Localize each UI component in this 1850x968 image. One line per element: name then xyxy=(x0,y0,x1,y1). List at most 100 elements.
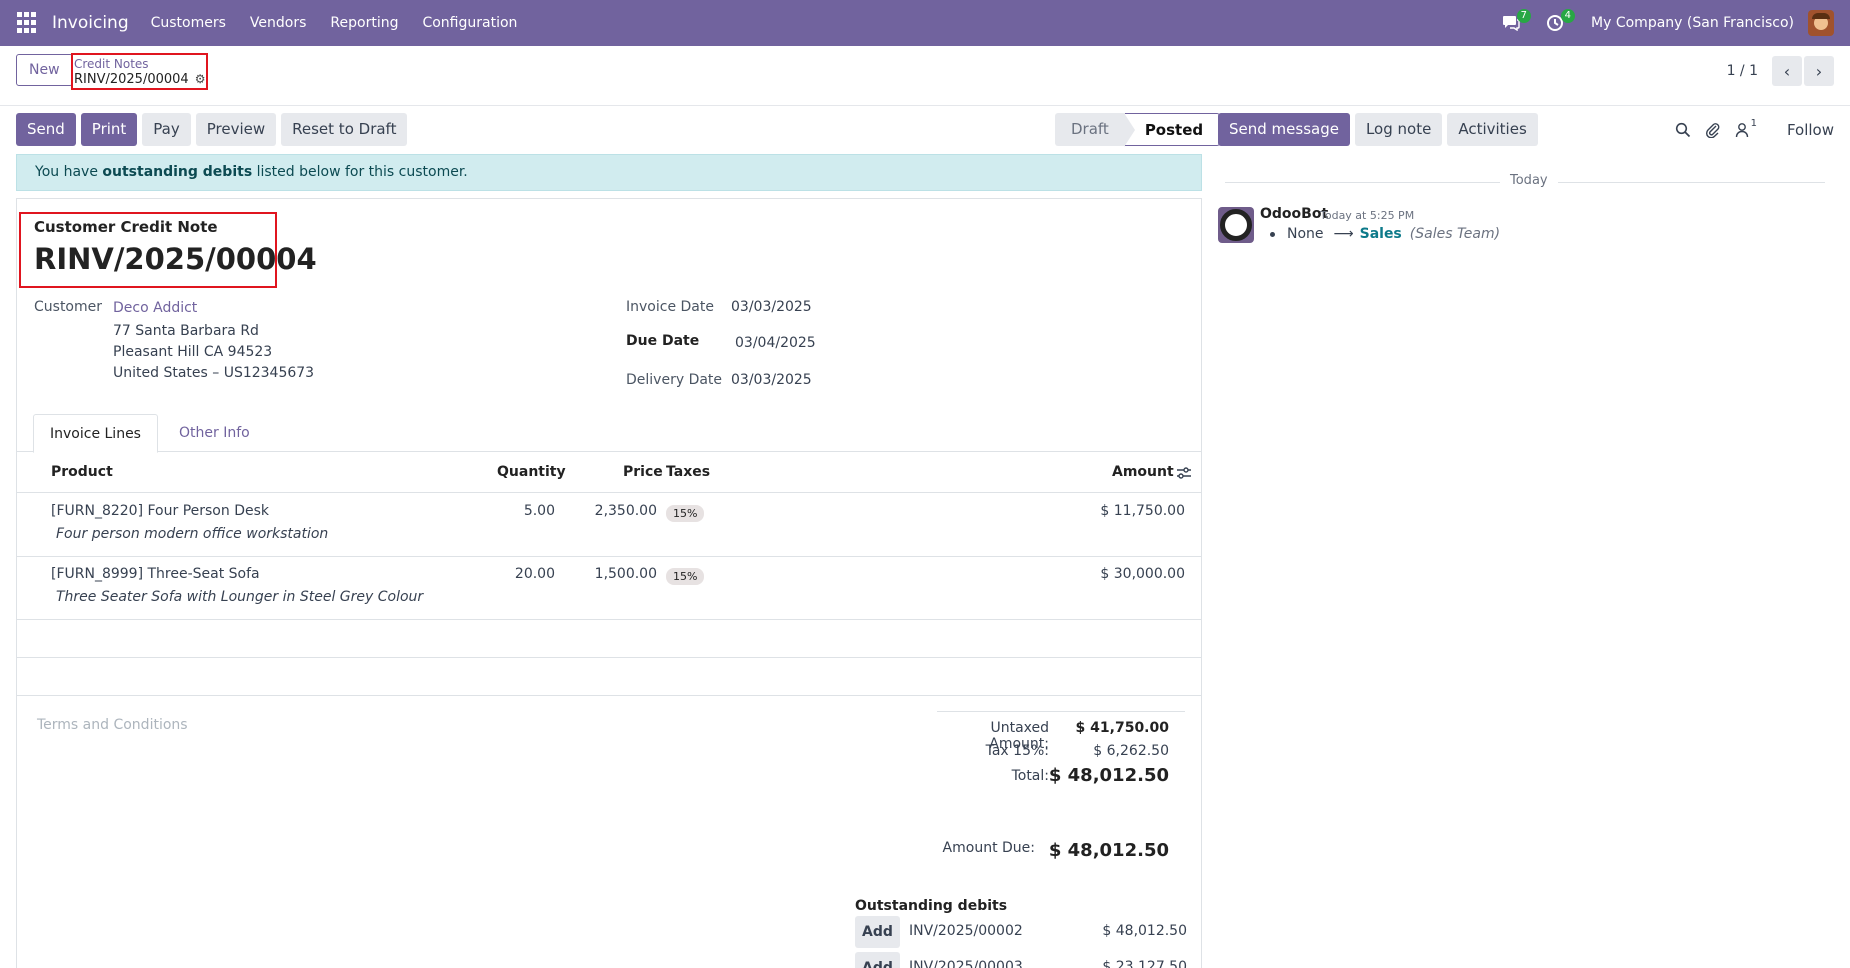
add-outstanding-button[interactable]: Add xyxy=(855,952,900,968)
activities-button[interactable]: Activities xyxy=(1447,113,1538,146)
add-outstanding-button[interactable]: Add xyxy=(855,916,900,948)
due-date-field[interactable]: 03/04/2025 xyxy=(735,335,816,351)
customer-address-line3: United States – US12345673 xyxy=(113,365,315,381)
pager-next-button[interactable]: › xyxy=(1804,56,1834,86)
customer-link[interactable]: Deco Addict xyxy=(113,300,198,316)
alert-prefix: You have xyxy=(35,164,103,180)
outstanding-debits-title: Outstanding debits xyxy=(855,898,1008,914)
outstanding-debit-row: Add INV/2025/00002 $ 48,012.50 xyxy=(855,916,1187,950)
row-product[interactable]: [FURN_8999] Three-Seat Sofa xyxy=(51,566,260,582)
messages-badge: 7 xyxy=(1516,9,1532,23)
header-taxes[interactable]: Taxes xyxy=(666,464,711,480)
breadcrumb-current-label: RINV/2025/00004 xyxy=(74,72,189,87)
control-panel: New Credit Notes RINV/2025/00004 ⚙ 1 / 1… xyxy=(0,46,1850,106)
menu-vendors[interactable]: Vendors xyxy=(249,15,307,31)
user-icon xyxy=(1735,122,1748,137)
form-sheet: Customer Credit Note RINV/2025/00004 Cus… xyxy=(16,198,1202,968)
outstanding-debit-row: Add INV/2025/00003 $ 23,127.50 xyxy=(855,952,1187,968)
pay-button[interactable]: Pay xyxy=(142,113,191,146)
app-title[interactable]: Invoicing xyxy=(52,13,129,33)
outstanding-amount: $ 23,127.50 xyxy=(1102,959,1187,968)
reset-to-draft-button[interactable]: Reset to Draft xyxy=(281,113,408,146)
empty-row xyxy=(17,620,1201,658)
empty-row xyxy=(17,658,1201,696)
totals-summary: Untaxed Amount: $ 41,750.00 Tax 15%: $ 6… xyxy=(937,711,1185,861)
pager-value[interactable]: 1 / 1 xyxy=(1726,63,1758,79)
gear-icon[interactable]: ⚙ xyxy=(194,72,206,86)
tracking-new-value: Sales xyxy=(1359,226,1402,242)
row-quantity[interactable]: 20.00 xyxy=(514,566,555,582)
send-message-button[interactable]: Send message xyxy=(1218,113,1350,146)
breadcrumb-parent-link[interactable]: Credit Notes xyxy=(74,57,149,71)
row-quantity[interactable]: 5.00 xyxy=(523,503,555,519)
terms-and-conditions-field[interactable]: Terms and Conditions xyxy=(37,717,188,733)
header-amount[interactable]: Amount xyxy=(1112,464,1174,480)
tab-invoice-lines[interactable]: Invoice Lines xyxy=(33,414,158,453)
row-description: Four person modern office workstation xyxy=(56,526,329,542)
menu-reporting[interactable]: Reporting xyxy=(330,15,399,31)
row-price[interactable]: 2,350.00 xyxy=(594,503,657,519)
follow-button[interactable]: Follow xyxy=(1786,120,1834,139)
outstanding-ref-link[interactable]: INV/2025/00003 xyxy=(909,959,1023,968)
followers-count: 1 xyxy=(1750,117,1757,129)
document-type: Customer Credit Note xyxy=(34,218,218,236)
followers-button[interactable]: 1 xyxy=(1735,118,1757,138)
user-avatar[interactable] xyxy=(1808,10,1834,36)
company-switcher[interactable]: My Company (San Francisco) xyxy=(1591,15,1794,31)
menu-customers[interactable]: Customers xyxy=(150,15,226,31)
top-navbar: Invoicing Customers Vendors Reporting Co… xyxy=(0,0,1850,46)
row-amount: $ 11,750.00 xyxy=(1100,503,1185,519)
header-quantity[interactable]: Quantity xyxy=(497,464,566,480)
menu-configuration[interactable]: Configuration xyxy=(422,15,518,31)
print-button[interactable]: Print xyxy=(80,113,138,146)
amount-due-value: $ 48,012.50 xyxy=(1048,840,1169,861)
status-draft[interactable]: Draft xyxy=(1055,113,1125,146)
row-description: Three Seater Sofa with Lounger in Steel … xyxy=(56,589,424,605)
untaxed-value: $ 41,750.00 xyxy=(1075,720,1169,736)
row-product[interactable]: [FURN_8220] Four Person Desk xyxy=(51,503,269,519)
row-price[interactable]: 1,500.00 xyxy=(594,566,657,582)
today-label: Today xyxy=(1500,173,1558,188)
invoice-date-field[interactable]: 03/03/2025 xyxy=(731,299,812,315)
column-settings-icon[interactable] xyxy=(1176,466,1192,480)
outstanding-alert: You have outstanding debits listed below… xyxy=(16,154,1202,191)
total-label: Total: xyxy=(1011,768,1049,784)
chatter-toolbar: 1 Follow xyxy=(1675,113,1834,146)
pager: 1 / 1 ‹ › xyxy=(1727,56,1834,86)
new-button[interactable]: New xyxy=(16,54,73,86)
message-author: OdooBot xyxy=(1260,206,1329,222)
header-product[interactable]: Product xyxy=(51,464,113,480)
row-tax-badge[interactable]: 15% xyxy=(666,505,705,522)
pager-previous-button[interactable]: ‹ xyxy=(1772,56,1802,86)
tax-label: Tax 15%: xyxy=(985,743,1049,759)
log-note-button[interactable]: Log note xyxy=(1354,113,1443,146)
send-button[interactable]: Send xyxy=(16,113,76,146)
status-posted[interactable]: Posted xyxy=(1123,113,1221,147)
notebook-tabs: Invoice Lines Other Info xyxy=(17,414,1201,453)
message-time: Today at 5:25 PM xyxy=(1320,209,1415,222)
alert-suffix: listed below for this customer. xyxy=(252,164,468,180)
messages-button[interactable]: 7 xyxy=(1497,9,1532,37)
total-value: $ 48,012.50 xyxy=(1048,765,1169,786)
chatter-actions: Send message Log note Activities xyxy=(1218,113,1543,146)
row-amount: $ 30,000.00 xyxy=(1100,566,1185,582)
amount-due-label: Amount Due: xyxy=(942,840,1035,856)
row-tax-badge[interactable]: 15% xyxy=(666,568,705,585)
preview-button[interactable]: Preview xyxy=(195,113,277,146)
table-row[interactable]: [FURN_8999] Three-Seat Sofa Three Seater… xyxy=(17,557,1201,620)
tab-other-info[interactable]: Other Info xyxy=(179,425,250,441)
delivery-date-field[interactable]: 03/03/2025 xyxy=(731,372,812,388)
odoobot-avatar xyxy=(1218,207,1254,243)
table-row[interactable]: [FURN_8220] Four Person Desk Four person… xyxy=(17,494,1201,557)
search-icon[interactable] xyxy=(1675,122,1691,138)
activities-badge: 4 xyxy=(1560,9,1576,23)
untaxed-label: Untaxed Amount: xyxy=(989,720,1049,752)
customer-address-line2: Pleasant Hill CA 94523 xyxy=(113,344,273,360)
paperclip-icon[interactable] xyxy=(1705,122,1721,138)
due-date-label: Due Date xyxy=(626,333,700,349)
activities-button[interactable]: 4 xyxy=(1541,9,1576,37)
apps-menu-icon[interactable] xyxy=(17,12,39,34)
header-price[interactable]: Price xyxy=(623,464,663,480)
outstanding-ref-link[interactable]: INV/2025/00002 xyxy=(909,923,1023,939)
tracking-field-name: (Sales Team) xyxy=(1409,226,1501,242)
